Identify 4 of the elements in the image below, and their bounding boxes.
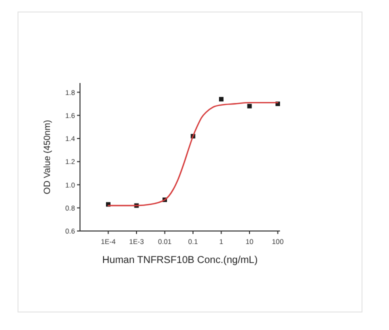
point bbox=[247, 104, 252, 108]
x-axis-title: Human TNFRSF10B Conc.(ng/mL) bbox=[102, 255, 258, 266]
point bbox=[219, 96, 224, 102]
y-axis-title: OD Value (450nm) bbox=[42, 120, 52, 194]
